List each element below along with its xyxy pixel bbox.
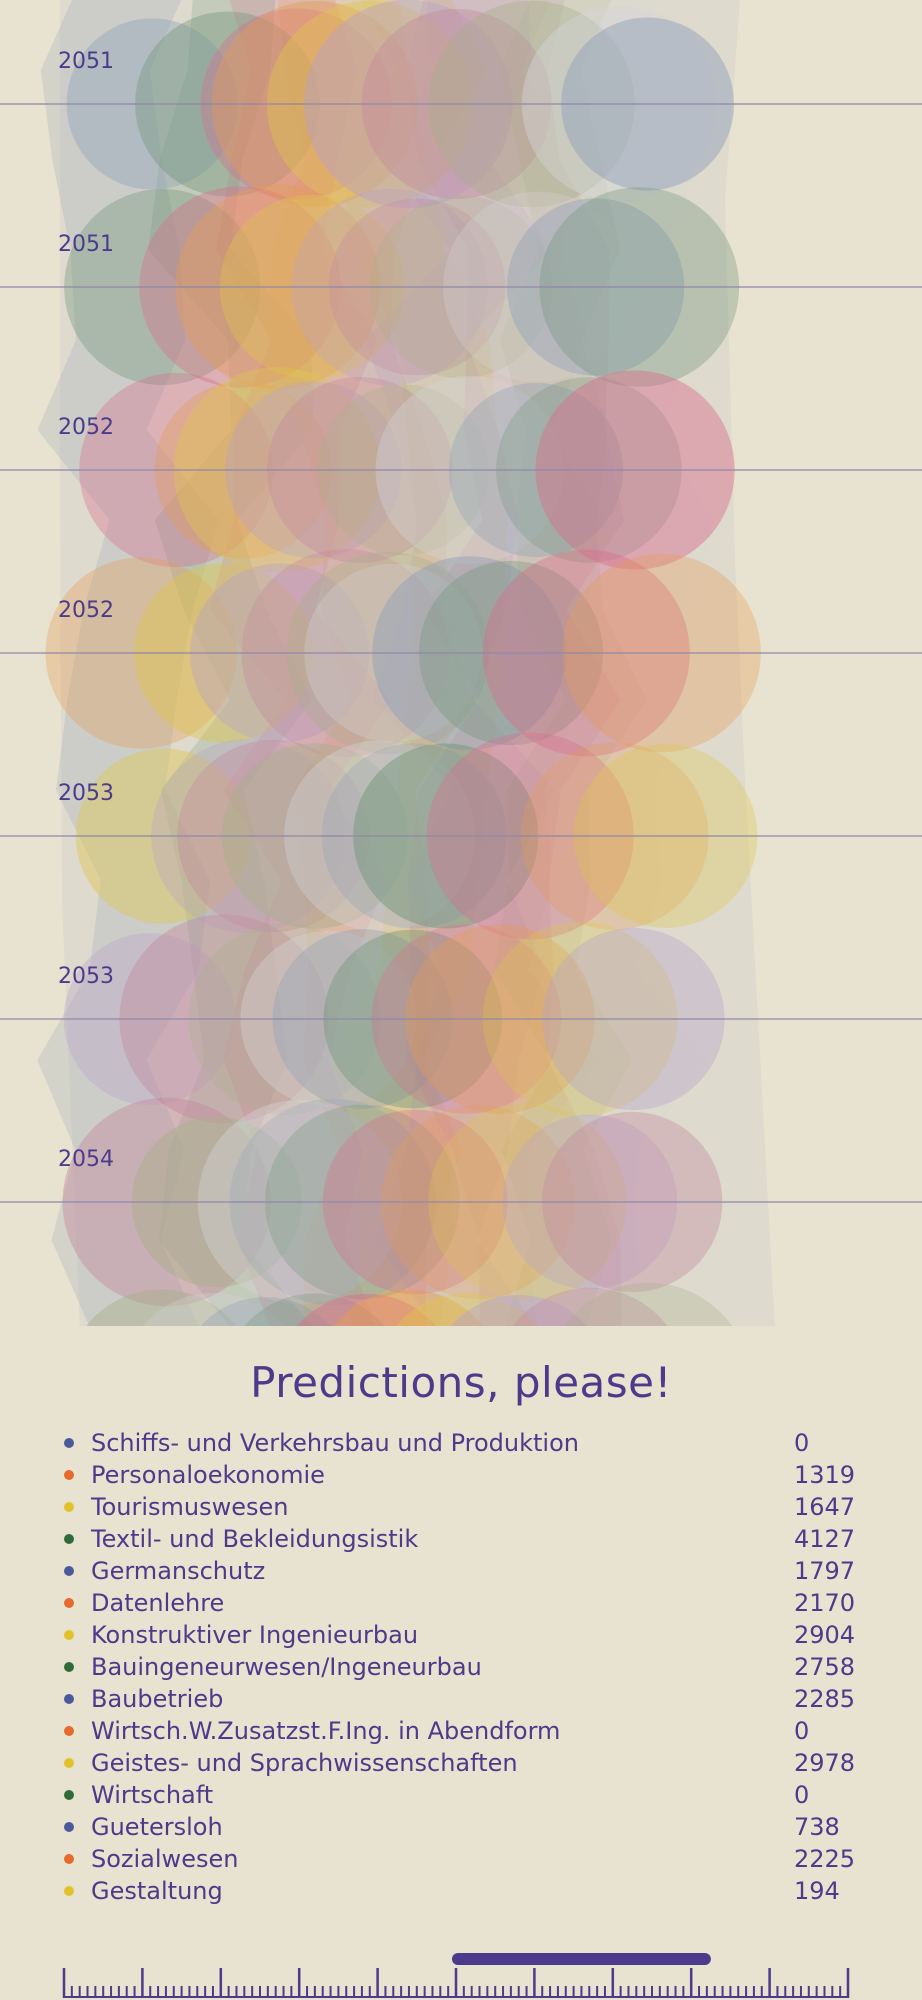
ribbon-band	[331, 0, 508, 1330]
legend-name: Guetersloh	[91, 1813, 223, 1841]
legend-item: Gestaltung 194	[60, 1875, 860, 1907]
year-label: 2053	[58, 781, 114, 806]
stream-chart: 2051 2051 2052 2052 2053 2053 2054	[0, 0, 922, 1330]
legend-value: 1647	[794, 1493, 856, 1521]
ribbon-layer	[37, 0, 713, 1330]
legend-dot-icon	[64, 1886, 74, 1896]
legend-name: Wirtsch.W.Zusatzst.F.Ing. in Abendform	[91, 1717, 561, 1745]
legend-dot-icon	[64, 1758, 74, 1768]
blob	[293, 1293, 440, 1330]
year-label: 2051	[58, 232, 114, 257]
legend-name: Tourismuswesen	[91, 1493, 289, 1521]
blob	[197, 1297, 335, 1330]
legend-dot-icon	[64, 1598, 74, 1608]
blob	[562, 1282, 735, 1330]
legend-dot-icon	[64, 1822, 74, 1832]
legend-value: 738	[794, 1813, 840, 1841]
ribbon-band	[37, 0, 219, 1330]
legend-dot-icon	[64, 1630, 74, 1640]
legend-name: Textil- und Bekleidungsistik	[91, 1525, 419, 1553]
blob	[447, 1295, 590, 1330]
legend-item: Guetersloh 738	[60, 1811, 860, 1843]
legend-dot-icon	[64, 1790, 74, 1800]
year-label: 2052	[58, 415, 114, 440]
legend-dot-icon	[64, 1694, 74, 1704]
legend-dot-icon	[64, 1534, 74, 1544]
legend-dot-icon	[64, 1854, 74, 1864]
blob	[393, 1292, 541, 1330]
legend-dot-icon	[64, 1502, 74, 1512]
legend-value: 2285	[794, 1685, 856, 1713]
legend-value: 2225	[794, 1845, 856, 1873]
blob	[241, 1293, 388, 1330]
legend-value: 2904	[794, 1621, 856, 1649]
legend-dot-icon	[64, 1566, 74, 1576]
year-grid: 2051 2051 2052 2052 2053 2053 2054	[0, 49, 922, 1203]
legend-name: Datenlehre	[91, 1589, 225, 1617]
legend-name: Konstruktiver Ingenieurbau	[91, 1621, 419, 1649]
ribbon-band	[364, 0, 555, 1330]
legend-item: Wirtsch.W.Zusatzst.F.Ing. in Abendform 0	[60, 1715, 860, 1747]
legend-name: Bauingeneurwesen/Ingeneurbau	[91, 1653, 482, 1681]
ribbon-band	[209, 0, 392, 1330]
legend-dot-icon	[64, 1662, 74, 1672]
legend-item: Personaloekonomie 1319	[60, 1459, 860, 1491]
scrubber-selection-handle	[452, 1953, 711, 1965]
legend-item: Textil- und Bekleidungsistik 4127	[60, 1523, 860, 1555]
ribbon-band	[148, 0, 316, 1330]
legend-value: 0	[794, 1429, 810, 1457]
legend-value: 4127	[794, 1525, 856, 1553]
legend-name: Sozialwesen	[91, 1845, 239, 1873]
blob	[330, 1289, 487, 1330]
legend-dot-icon	[64, 1726, 74, 1736]
legend-dot-icon	[64, 1438, 74, 1448]
legend-name: Schiffs- und Verkehrsbau und Produktion	[91, 1429, 579, 1457]
legend-item: Tourismuswesen 1647	[60, 1491, 860, 1523]
legend-value: 194	[794, 1877, 840, 1905]
legend-value: 0	[794, 1717, 810, 1745]
stream-hull	[60, 0, 775, 1330]
legend-name: Wirtschaft	[91, 1781, 214, 1809]
legend-item: Sozialwesen 2225	[60, 1843, 860, 1875]
legend-value: 2978	[794, 1749, 856, 1777]
bottom-cover	[0, 1326, 922, 1330]
legend-name: Baubetrieb	[91, 1685, 224, 1713]
year-label: 2052	[58, 598, 114, 623]
legend-value: 2758	[794, 1653, 856, 1681]
legend-dot-icon	[64, 1470, 74, 1480]
legend-value: 1319	[794, 1461, 856, 1489]
year-label: 2051	[58, 49, 114, 74]
legend-item: Wirtschaft 0	[60, 1779, 860, 1811]
ribbon-band	[494, 0, 647, 1330]
legend-name: Germanschutz	[91, 1557, 266, 1585]
blob	[83, 1289, 240, 1330]
legend-value: 0	[794, 1781, 810, 1809]
page-title: Predictions, please!	[250, 1358, 672, 1407]
legend-item: Geistes- und Sprachwissenschaften 2978	[60, 1747, 860, 1779]
ribbon-band	[268, 0, 473, 1330]
time-scrubber[interactable]	[0, 1940, 922, 2000]
legend-item: Schiffs- und Verkehrsbau und Produktion 0	[60, 1427, 860, 1459]
legend-item: Datenlehre 2170	[60, 1587, 860, 1619]
blob	[509, 1287, 671, 1330]
stream-svg: 2051 2051 2052 2052 2053 2053 2054	[0, 0, 922, 1330]
legend-name: Gestaltung	[91, 1877, 223, 1905]
legend-item: Konstruktiver Ingenieurbau 2904	[60, 1619, 860, 1651]
legend-value: 2170	[794, 1589, 856, 1617]
ribbon-band	[521, 0, 713, 1330]
legend-item: Bauingeneurwesen/Ingeneurbau 2758	[60, 1651, 860, 1683]
scrubber-svg	[62, 1953, 850, 1998]
blob	[139, 1292, 288, 1330]
year-label: 2053	[58, 964, 114, 989]
legend-name: Geistes- und Sprachwissenschaften	[91, 1749, 518, 1777]
legend: Schiffs- und Verkehrsbau und Produktion 0…	[60, 1427, 860, 1907]
ribbon-band	[406, 0, 625, 1330]
year-label: 2054	[58, 1147, 114, 1172]
legend-value: 1797	[794, 1557, 856, 1585]
blob-layer	[45, 0, 761, 1330]
legend-name: Personaloekonomie	[91, 1461, 325, 1489]
legend-item: Baubetrieb 2285	[60, 1683, 860, 1715]
legend-item: Germanschutz 1797	[60, 1555, 860, 1587]
